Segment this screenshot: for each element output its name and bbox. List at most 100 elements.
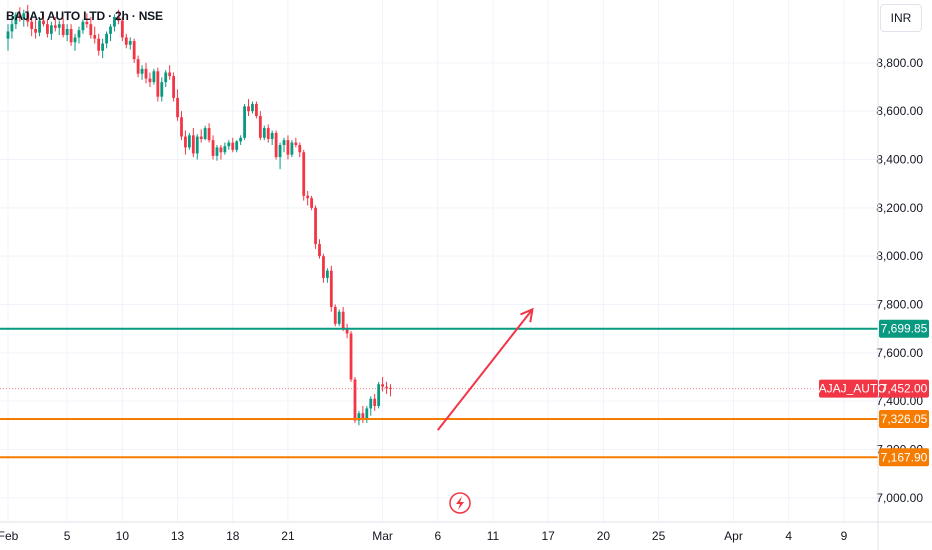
candle bbox=[223, 142, 227, 155]
horizontal-levels[interactable] bbox=[0, 327, 878, 459]
last-price-tag: 7,452.00 bbox=[879, 379, 929, 398]
candle bbox=[255, 101, 258, 119]
candle bbox=[191, 128, 195, 158]
candle bbox=[57, 20, 61, 36]
time-tick-label: 25 bbox=[652, 529, 666, 543]
candle bbox=[34, 19, 38, 39]
candle bbox=[286, 135, 290, 160]
candle bbox=[373, 393, 377, 411]
price-tick-label: 8,000.00 bbox=[876, 249, 923, 263]
candle bbox=[152, 68, 156, 85]
candle bbox=[6, 24, 10, 51]
candle bbox=[14, 12, 18, 29]
candle bbox=[42, 12, 45, 27]
candle bbox=[349, 331, 353, 382]
candle bbox=[318, 239, 321, 259]
candle bbox=[97, 33, 101, 56]
candle bbox=[180, 111, 183, 141]
candle bbox=[365, 406, 369, 423]
candle bbox=[369, 396, 373, 416]
price-tick-label: 7,800.00 bbox=[876, 298, 923, 312]
candle bbox=[203, 125, 207, 141]
candle bbox=[22, 9, 26, 27]
price-tags: 7,699.85 7,326.05 7,167.90 7,452.00BAJAJ_AU… bbox=[811, 319, 929, 467]
candle bbox=[215, 145, 219, 161]
candle bbox=[184, 130, 187, 155]
candle bbox=[282, 137, 286, 153]
trend-arrow-line[interactable] bbox=[436, 308, 534, 431]
candle bbox=[314, 205, 317, 249]
price-tick-label: 8,800.00 bbox=[876, 56, 923, 70]
symbol-title[interactable]: BAJAJ AUTO LTD · 2h · NSE bbox=[6, 9, 163, 23]
candle bbox=[266, 124, 270, 143]
candle bbox=[148, 72, 152, 87]
candle bbox=[81, 19, 85, 34]
drawings[interactable] bbox=[436, 307, 534, 431]
candle bbox=[345, 323, 349, 339]
candle bbox=[310, 195, 314, 211]
candle bbox=[341, 306, 345, 332]
candle bbox=[69, 24, 73, 46]
candle bbox=[337, 309, 341, 327]
candle bbox=[113, 14, 116, 32]
candle bbox=[247, 99, 250, 116]
candle bbox=[132, 38, 136, 63]
candle bbox=[120, 16, 124, 42]
candle bbox=[30, 15, 34, 37]
arrow-head-icon bbox=[520, 307, 534, 323]
candle bbox=[93, 26, 97, 44]
currency-button[interactable]: INR bbox=[880, 4, 922, 32]
candle bbox=[61, 18, 65, 38]
time-tick-label: 4 bbox=[785, 529, 792, 543]
candle bbox=[231, 137, 235, 153]
candle bbox=[235, 140, 239, 153]
candle bbox=[49, 21, 53, 40]
time-tick-label: Apr bbox=[724, 529, 743, 543]
candle bbox=[290, 140, 294, 158]
price-tick-label: 8,600.00 bbox=[876, 104, 923, 118]
candle bbox=[278, 142, 282, 170]
price-level-tag: 7,326.05 bbox=[879, 410, 929, 429]
candle bbox=[38, 16, 41, 37]
candle bbox=[124, 33, 128, 49]
lightning-icon[interactable] bbox=[449, 492, 471, 514]
time-tick-label: Mar bbox=[372, 529, 393, 543]
candle bbox=[77, 26, 81, 44]
candle bbox=[239, 135, 243, 145]
svg-text:7,699.85: 7,699.85 bbox=[881, 322, 928, 336]
candle bbox=[109, 24, 112, 42]
candle bbox=[302, 149, 306, 201]
candle bbox=[219, 145, 223, 160]
candle bbox=[381, 377, 384, 392]
candle bbox=[85, 13, 89, 28]
candle bbox=[140, 65, 144, 80]
candle bbox=[353, 377, 357, 423]
candle bbox=[168, 65, 172, 80]
candle bbox=[128, 37, 132, 50]
price-tick-label: 8,400.00 bbox=[876, 153, 923, 167]
candle bbox=[258, 111, 262, 141]
candle bbox=[243, 103, 246, 141]
candle bbox=[207, 123, 211, 143]
candle bbox=[136, 55, 140, 78]
time-tick-label: Feb bbox=[0, 529, 19, 543]
candle bbox=[105, 31, 108, 49]
candle bbox=[274, 130, 278, 160]
price-tick-label: 7,400.00 bbox=[876, 394, 923, 408]
candle bbox=[164, 70, 168, 87]
time-axis[interactable]: Feb 5 10 13 18 21 Mar 6 11 17 20 25 Apr 4 9 bbox=[0, 521, 932, 543]
time-tick-label: 5 bbox=[64, 529, 71, 543]
svg-text:7,167.90: 7,167.90 bbox=[881, 450, 928, 464]
symbol-tag: BAJAJ_AUTO bbox=[811, 379, 886, 398]
candle bbox=[144, 62, 148, 84]
time-tick-label: 21 bbox=[281, 529, 295, 543]
candle bbox=[26, 4, 30, 27]
price-axis[interactable]: 7,000.007,200.007,400.007,600.007,800.00… bbox=[876, 0, 923, 550]
time-tick-label: 13 bbox=[171, 529, 185, 543]
candle bbox=[176, 89, 179, 121]
time-tick-label: 18 bbox=[226, 529, 240, 543]
time-tick-label: 17 bbox=[542, 529, 556, 543]
candle bbox=[306, 190, 310, 206]
candle bbox=[227, 140, 231, 150]
